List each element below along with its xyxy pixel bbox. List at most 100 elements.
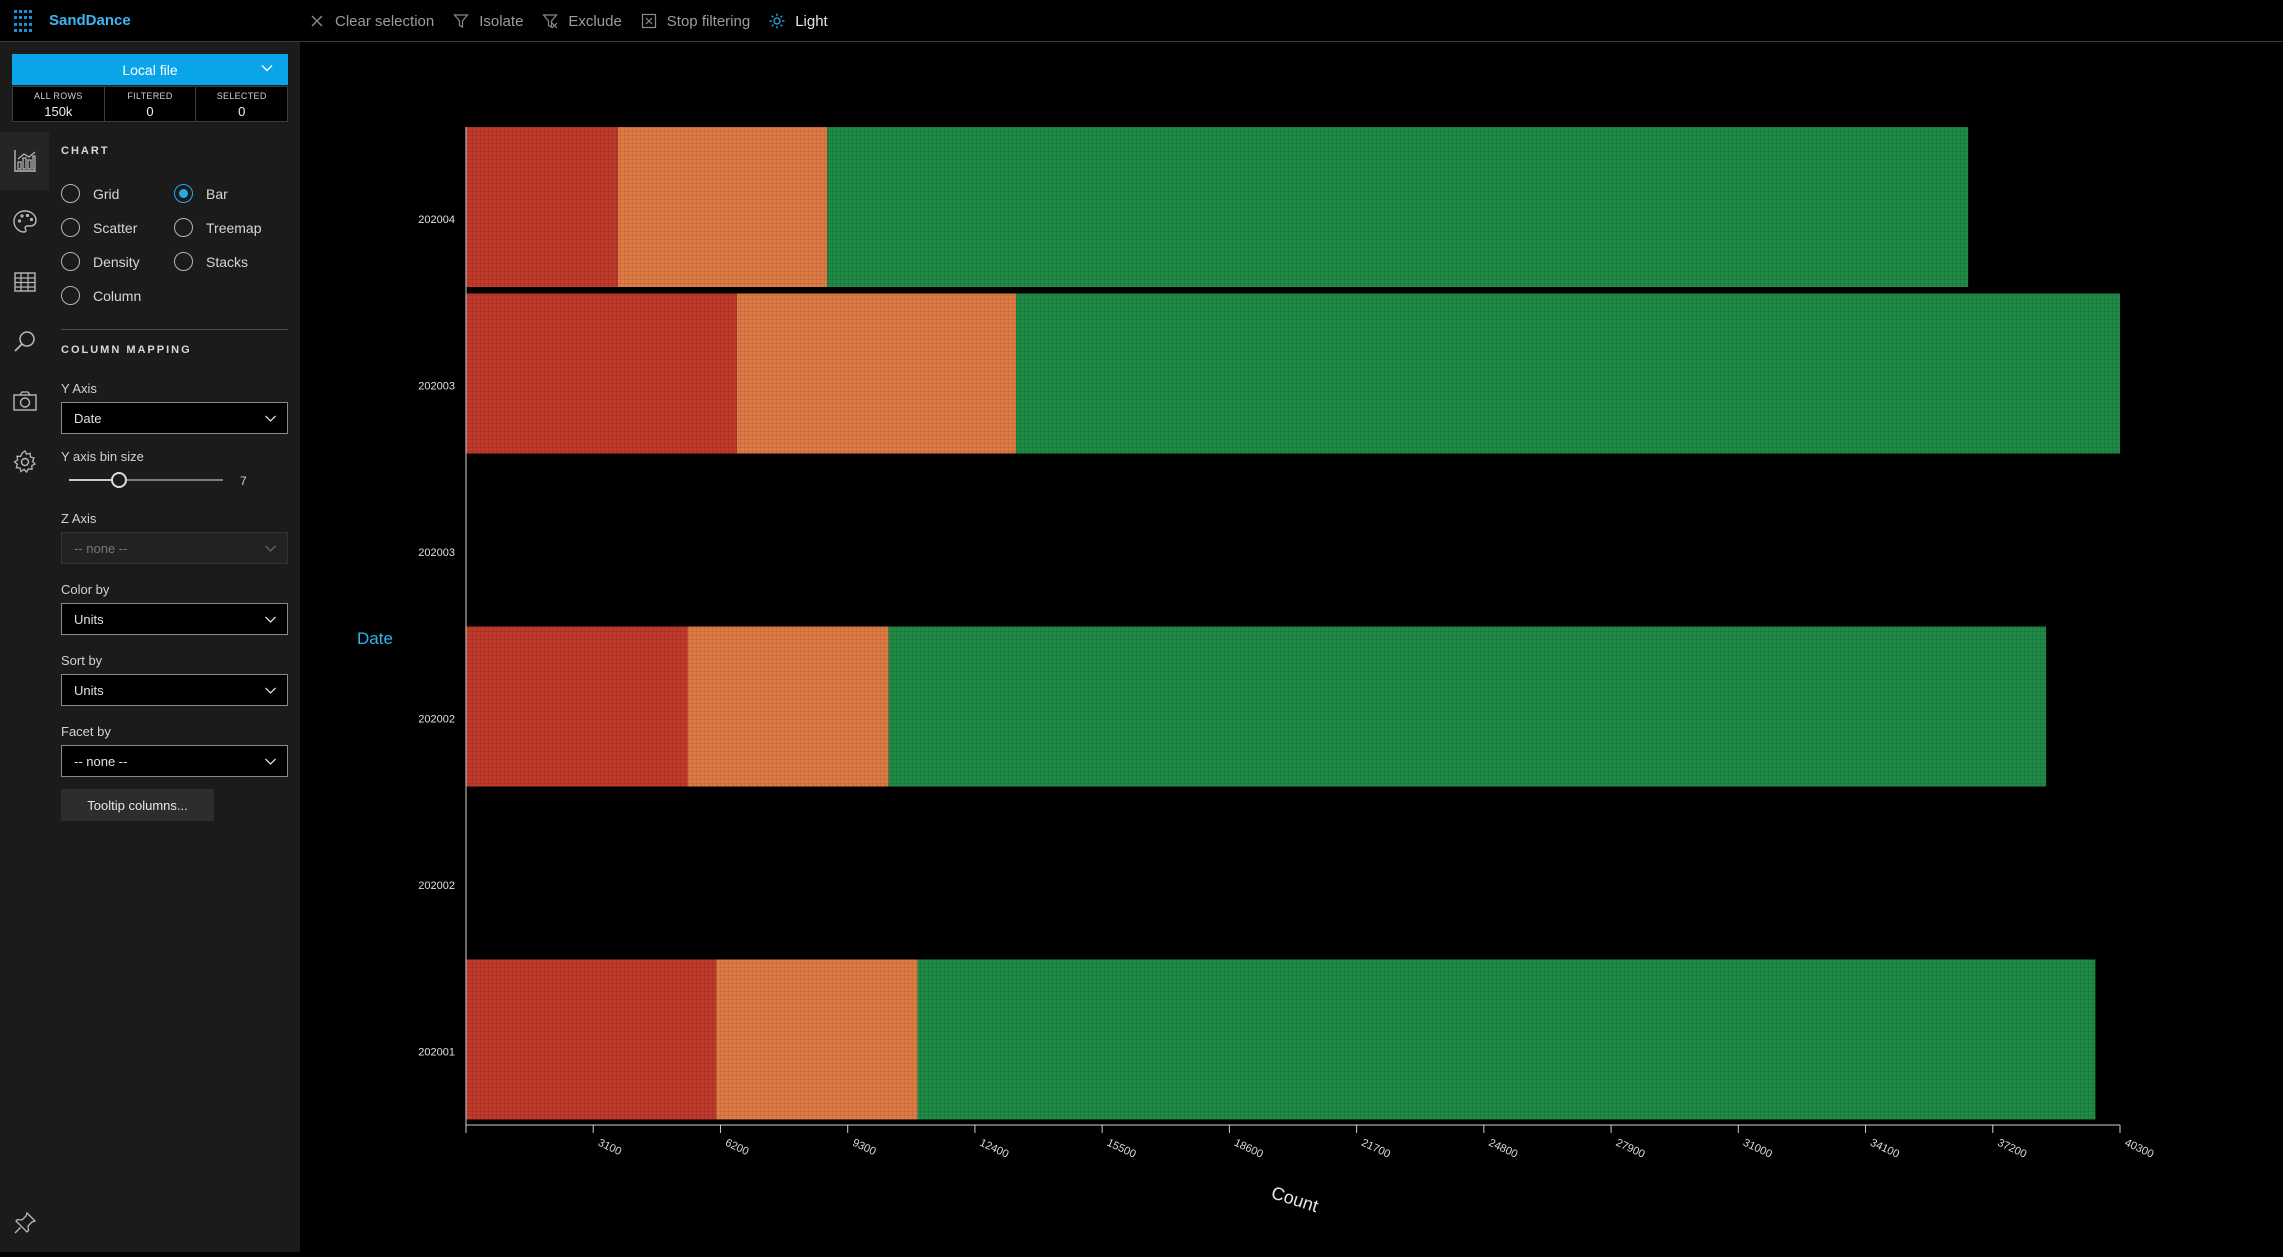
exclude-button[interactable]: Exclude: [541, 12, 622, 30]
bin-size-slider-thumb[interactable]: [111, 472, 127, 488]
radio-label: Grid: [93, 185, 120, 202]
y-axis-value: Date: [74, 410, 102, 426]
chart-type-treemap[interactable]: Treemap: [174, 218, 262, 237]
y-axis-dropdown[interactable]: Date: [61, 402, 288, 434]
sort-by-dropdown[interactable]: Units: [61, 674, 288, 706]
exclude-label: Exclude: [568, 12, 622, 30]
bin-size-slider-fill: [69, 479, 119, 481]
stop-filtering-button[interactable]: Stop filtering: [640, 12, 750, 30]
x-tick-label: 31000: [1741, 1137, 1774, 1161]
y-tick-label: 202003: [418, 547, 455, 559]
palette-icon[interactable]: [0, 193, 49, 251]
radio-label: Treemap: [206, 219, 262, 236]
chart-type-column[interactable]: Column: [61, 286, 141, 305]
bin-size-value: 7: [240, 474, 247, 488]
chart-type-grid[interactable]: Grid: [61, 184, 119, 203]
camera-icon[interactable]: [0, 373, 49, 431]
bar-texture: [917, 959, 2096, 1120]
color-by-dropdown[interactable]: Units: [61, 603, 288, 635]
top-toolbar: SandDance Clear selection Isolate Exclud…: [0, 0, 2283, 42]
radio-circle: [61, 252, 80, 271]
chart-type-bar[interactable]: Bar: [174, 184, 228, 203]
bar-texture: [827, 127, 1969, 287]
y-tick-label: 202002: [418, 880, 455, 892]
table-icon[interactable]: [0, 253, 49, 311]
bar-texture: [1015, 293, 2120, 454]
stop-filtering-label: Stop filtering: [666, 12, 751, 30]
chevron-down-icon: [265, 687, 276, 694]
column-mapping-title: COLUMN MAPPING: [61, 344, 192, 356]
count-filtered: FILTERED 0: [105, 87, 197, 121]
stop-filter-icon: [640, 12, 658, 30]
datasource-dropdown[interactable]: Local file: [12, 54, 288, 85]
sort-by-value: Units: [74, 682, 104, 698]
radio-label: Column: [93, 287, 142, 304]
count-label: FILTERED: [127, 91, 173, 101]
bar-texture: [617, 127, 828, 287]
chart-area: 202004 202003 202003 202002 202002 202001 3100…: [300, 43, 2283, 1252]
x-tick-label: 27900: [1614, 1137, 1647, 1161]
radio-label: Bar: [206, 185, 228, 202]
bar-texture: [736, 293, 1016, 454]
bin-size-label: Y axis bin size: [61, 449, 144, 464]
x-tick-label: 12400: [978, 1137, 1011, 1161]
radio-circle: [174, 252, 193, 271]
x-tick-label: 6200: [723, 1137, 750, 1158]
radio-circle: [61, 286, 80, 305]
chevron-down-icon: [265, 616, 276, 623]
bar-chart[interactable]: 202004 202003 202003 202002 202002 202001 3100…: [300, 43, 2283, 1252]
count-selected: SELECTED 0: [196, 87, 287, 121]
close-icon: [308, 12, 326, 30]
facet-by-value: -- none --: [74, 753, 128, 769]
y-tick-label: 202002: [418, 714, 455, 726]
facet-by-label: Facet by: [61, 724, 111, 739]
y-axis-label: Y Axis: [61, 381, 97, 396]
sun-icon: [768, 12, 786, 30]
x-tick-label: 40300: [2123, 1137, 2156, 1161]
clear-selection-button[interactable]: Clear selection: [308, 12, 434, 30]
search-icon[interactable]: [0, 313, 49, 371]
pin-icon[interactable]: [0, 1194, 49, 1252]
bar-texture: [888, 626, 2047, 787]
x-tick-label: 34100: [1868, 1137, 1901, 1161]
bin-size-slider-track[interactable]: [69, 479, 223, 481]
chart-section-title: CHART: [61, 145, 110, 157]
y-tick-label: 202001: [418, 1047, 455, 1059]
x-axis-title: Count: [1269, 1182, 1321, 1216]
bar-texture: [716, 959, 918, 1120]
x-tick-label: 3100: [596, 1137, 623, 1158]
color-by-value: Units: [74, 611, 104, 627]
radio-circle: [61, 184, 80, 203]
filter-icon: [452, 12, 470, 30]
chart-type-density[interactable]: Density: [61, 252, 140, 271]
section-divider: [61, 329, 288, 330]
radio-circle: [174, 218, 193, 237]
chart-type-stacks[interactable]: Stacks: [174, 252, 248, 271]
chart-type-scatter[interactable]: Scatter: [61, 218, 137, 237]
z-axis-dropdown[interactable]: -- none --: [61, 532, 288, 564]
x-tick-label: 9300: [850, 1137, 877, 1158]
isolate-button[interactable]: Isolate: [452, 12, 523, 30]
chevron-down-icon: [261, 65, 273, 72]
z-axis-label: Z Axis: [61, 511, 97, 526]
facet-by-dropdown[interactable]: -- none --: [61, 745, 288, 777]
bar-texture: [466, 626, 688, 787]
count-label: SELECTED: [216, 91, 267, 101]
gear-icon[interactable]: [0, 433, 49, 491]
y-tick-label: 202003: [418, 381, 455, 393]
x-tick-label: 21700: [1359, 1137, 1392, 1161]
y-axis-title: Date: [357, 629, 393, 648]
side-panel: Local file ALL ROWS 150k FILTERED 0 SELE…: [12, 42, 300, 1252]
datasource-label: Local file: [122, 61, 178, 78]
chart-icon[interactable]: [0, 132, 49, 190]
app-title: SandDance: [49, 12, 131, 29]
x-tick-label: 24800: [1487, 1137, 1520, 1161]
tooltip-columns-button[interactable]: Tooltip columns...: [61, 789, 214, 821]
sort-by-label: Sort by: [61, 653, 103, 668]
count-value: 150k: [44, 104, 73, 119]
x-tick-label: 15500: [1105, 1137, 1138, 1161]
filter-exclude-icon: [541, 12, 559, 30]
icon-rail: [0, 42, 49, 1252]
light-theme-button[interactable]: Light: [768, 12, 828, 30]
radio-label: Scatter: [93, 219, 138, 236]
